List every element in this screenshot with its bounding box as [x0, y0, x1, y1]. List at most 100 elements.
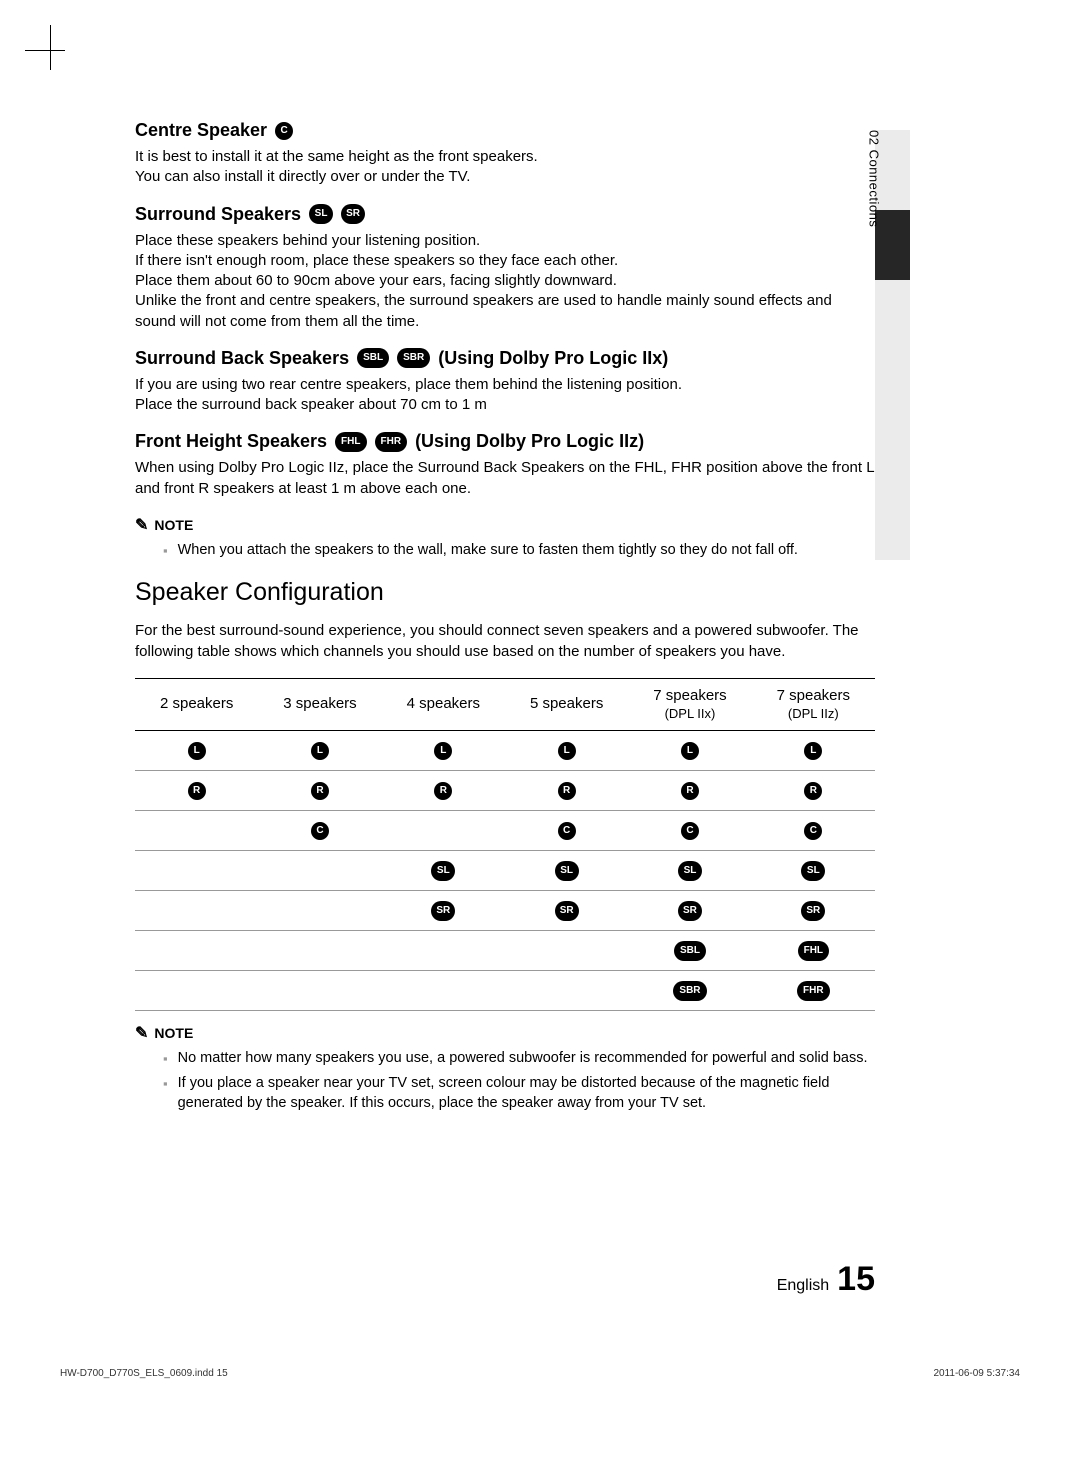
heading-centre-speaker: Centre Speaker C: [135, 120, 875, 141]
table-cell: [135, 890, 258, 930]
speaker-badge-sr-icon: SR: [431, 901, 455, 921]
speaker-badge-sr-icon: SR: [678, 901, 702, 921]
table-cell: C: [505, 810, 628, 850]
table-cell: R: [628, 770, 751, 810]
speaker-badge-sbr-icon: SBR: [673, 981, 706, 1001]
speaker-badge-c-icon: C: [681, 822, 699, 840]
crop-mark-h: [25, 50, 65, 51]
speaker-badge-sr-icon: SR: [555, 901, 579, 921]
note-label-text: NOTE: [154, 517, 193, 533]
speaker-badge-r-icon: R: [681, 782, 699, 800]
speaker-badge-r-icon: R: [804, 782, 822, 800]
table-cell: SR: [628, 890, 751, 930]
table-cell: [258, 850, 381, 890]
bullet-icon: ▪: [163, 1049, 168, 1069]
speaker-badge-l-icon: L: [804, 742, 822, 760]
table-cell: SL: [752, 850, 875, 890]
speaker-badge-sl-icon: SL: [555, 861, 579, 881]
speaker-badge-sbl-icon: SBL: [357, 348, 389, 368]
table-cell: L: [752, 730, 875, 770]
speaker-badge-c-icon: C: [558, 822, 576, 840]
speaker-badge-r-icon: R: [434, 782, 452, 800]
print-metadata: HW-D700_D770S_ELS_0609.indd 15 2011-06-0…: [60, 1368, 1020, 1379]
speaker-badge-r-icon: R: [188, 782, 206, 800]
table-row: CCCC: [135, 810, 875, 850]
table-cell: [258, 970, 381, 1010]
table-cell: [505, 970, 628, 1010]
speaker-badge-l-icon: L: [434, 742, 452, 760]
bullet-icon: ▪: [163, 1074, 168, 1113]
table-cell: [258, 890, 381, 930]
table-cell: R: [505, 770, 628, 810]
table-cell: SBL: [628, 930, 751, 970]
table-cell: R: [382, 770, 505, 810]
table-cell: [135, 850, 258, 890]
speaker-badge-fhl-icon: FHL: [335, 432, 366, 452]
table-header-row: 2 speakers3 speakers4 speakers5 speakers…: [135, 678, 875, 730]
speaker-badge-r-icon: R: [311, 782, 329, 800]
note-label-text: NOTE: [154, 1025, 193, 1041]
table-row: SBL FHL: [135, 930, 875, 970]
table-cell: L: [135, 730, 258, 770]
heading-text-a: Front Height Speakers: [135, 431, 327, 452]
table-row: SBR FHR: [135, 970, 875, 1010]
table-cell: [382, 970, 505, 1010]
note-item: ▪ When you attach the speakers to the wa…: [163, 541, 875, 561]
table-cell: L: [628, 730, 751, 770]
table-cell: FHR: [752, 970, 875, 1010]
speaker-badge-c-icon: C: [311, 822, 329, 840]
speaker-badge-sr-icon: SR: [801, 901, 825, 921]
table-row: RRRRRR: [135, 770, 875, 810]
speaker-badge-sl-icon: SL: [431, 861, 455, 881]
note-item: ▪ If you place a speaker near your TV se…: [163, 1074, 875, 1113]
speaker-badge-c-icon: C: [275, 122, 293, 140]
table-cell: [135, 930, 258, 970]
heading-text-a: Surround Back Speakers: [135, 348, 349, 369]
table-cell: R: [258, 770, 381, 810]
table-cell: C: [258, 810, 381, 850]
note-item: ▪ No matter how many speakers you use, a…: [163, 1049, 875, 1069]
heading-text-b: (Using Dolby Pro Logic IIz): [415, 431, 644, 452]
speaker-badge-c-icon: C: [804, 822, 822, 840]
table-header-cell: 4 speakers: [382, 678, 505, 730]
speaker-badge-fhl-icon: FHL: [798, 941, 829, 961]
table-cell: [382, 810, 505, 850]
table-row: SL SL SL SL: [135, 850, 875, 890]
footer-page-number: 15: [837, 1260, 875, 1299]
print-file: HW-D700_D770S_ELS_0609.indd 15: [60, 1368, 228, 1379]
note-text: If you place a speaker near your TV set,…: [178, 1074, 875, 1113]
table-cell: C: [752, 810, 875, 850]
table-header-cell: 7 speakers(DPL IIx): [628, 678, 751, 730]
speaker-config-table: 2 speakers3 speakers4 speakers5 speakers…: [135, 678, 875, 1011]
page-footer: English 15: [135, 1260, 875, 1299]
table-header-cell: 3 speakers: [258, 678, 381, 730]
speaker-badge-l-icon: L: [558, 742, 576, 760]
table-cell: [382, 930, 505, 970]
note-label: ✎ NOTE: [135, 515, 875, 535]
table-cell: R: [135, 770, 258, 810]
table-cell: [135, 970, 258, 1010]
speaker-badge-fhr-icon: FHR: [797, 981, 830, 1001]
heading-surround: Surround Speakers SL SR: [135, 204, 875, 225]
speaker-badge-sbl-icon: SBL: [674, 941, 706, 961]
page-content: Centre Speaker C It is best to install i…: [135, 120, 875, 1120]
table-cell: SR: [752, 890, 875, 930]
table-cell: C: [628, 810, 751, 850]
table-cell: L: [258, 730, 381, 770]
table-row: SR SR SR SR: [135, 890, 875, 930]
table-header-cell: 2 speakers: [135, 678, 258, 730]
table-header-cell: 7 speakers(DPL IIz): [752, 678, 875, 730]
table-body: LLLLLLRRRRRRCCCCSLSLSLSLSRSRSRSRSBLFHLSB…: [135, 730, 875, 1010]
table-cell: FHL: [752, 930, 875, 970]
table-cell: [505, 930, 628, 970]
heading-text-b: (Using Dolby Pro Logic IIx): [438, 348, 668, 369]
speaker-badge-sl-icon: SL: [801, 861, 825, 881]
speaker-badge-r-icon: R: [558, 782, 576, 800]
table-cell: SL: [628, 850, 751, 890]
table-cell: L: [505, 730, 628, 770]
table-cell: SR: [382, 890, 505, 930]
heading-text: Centre Speaker: [135, 120, 267, 141]
speaker-badge-fhr-icon: FHR: [375, 432, 408, 452]
note-text: When you attach the speakers to the wall…: [178, 541, 798, 561]
table-header-cell: 5 speakers: [505, 678, 628, 730]
